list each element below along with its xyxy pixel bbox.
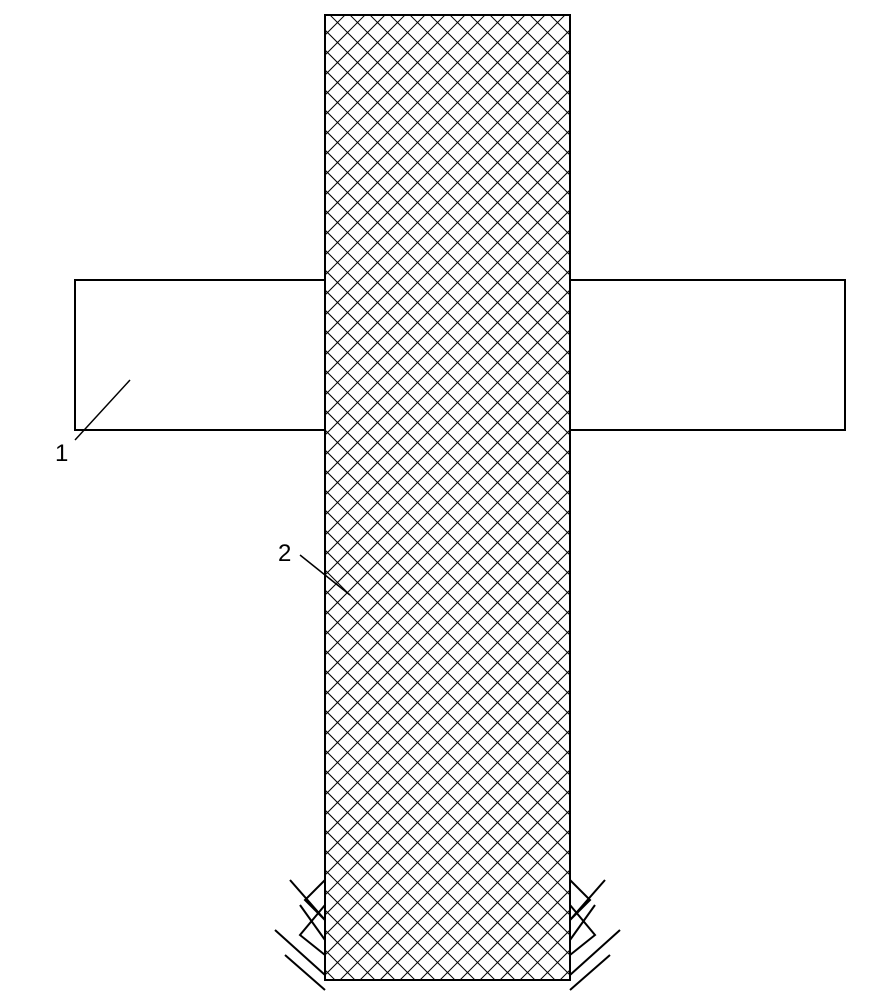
technical-diagram: 1 2 [0, 0, 891, 1000]
break-lines-right [570, 880, 620, 990]
label-1: 1 [55, 440, 68, 468]
label-2: 2 [278, 540, 291, 568]
diagram-svg [0, 0, 891, 1000]
horizontal-bar-right [570, 280, 845, 430]
horizontal-bar-left [75, 280, 325, 430]
vertical-column [325, 15, 570, 980]
break-lines-left [275, 880, 325, 990]
